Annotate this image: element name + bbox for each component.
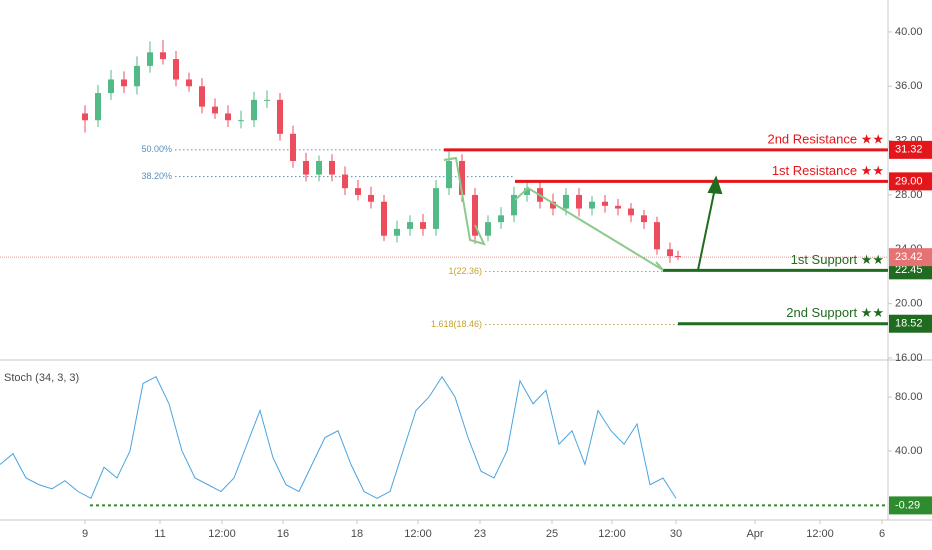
candle-body — [134, 65, 140, 87]
candle-body — [641, 215, 647, 223]
level-box — [889, 172, 932, 191]
candle-body — [675, 256, 681, 258]
y-tick-label: 80.00 — [895, 391, 923, 403]
candle-body — [485, 222, 491, 236]
candle-body — [563, 194, 569, 209]
arrow-head — [707, 175, 723, 195]
fib-label: 1(22.36) — [448, 266, 482, 276]
candle-body — [82, 113, 88, 121]
y-tick-label: 40.00 — [895, 26, 923, 38]
candle-body — [381, 201, 387, 236]
x-tick-label: 30 — [670, 528, 682, 540]
level-name: 1st Resistance ★★ — [772, 163, 884, 178]
candle-body — [342, 174, 348, 189]
level-label: 22.45 — [895, 264, 923, 276]
y-tick-label: 40.00 — [895, 445, 923, 457]
candle-body — [173, 59, 179, 80]
level-label: 31.32 — [895, 144, 923, 156]
x-tick-label: 11 — [154, 528, 165, 540]
y-tick-label: 36.00 — [895, 80, 923, 92]
candle-body — [394, 228, 400, 236]
candle-body — [628, 208, 634, 216]
pattern — [443, 156, 664, 271]
candle-body — [407, 222, 413, 229]
indicator-level-box — [889, 496, 932, 515]
candle-body — [446, 160, 452, 189]
x-tick-label: Apr — [746, 528, 763, 540]
x-tick-label: 12:00 — [598, 528, 626, 540]
candle-body — [277, 99, 283, 134]
indicator-level-label: -0.29 — [895, 499, 920, 511]
projection-arrow — [697, 175, 723, 271]
y-tick-label: 20.00 — [895, 298, 923, 310]
candle-body — [524, 188, 530, 195]
level-name: 2nd Resistance ★★ — [767, 131, 884, 146]
stoch-line — [0, 375, 677, 499]
x-tick-label: 23 — [474, 528, 486, 540]
candle-body — [121, 79, 127, 87]
candle-body — [589, 201, 595, 209]
candle-body — [433, 188, 439, 229]
candle-body — [667, 249, 673, 257]
x-tick-label: 18 — [351, 528, 363, 540]
candle-body — [160, 52, 166, 60]
level-box — [889, 314, 932, 333]
candle-body — [316, 160, 322, 175]
candle-body — [290, 133, 296, 161]
plot: 16.0020.0024.0028.0032.0036.0040.0050.00… — [0, 26, 932, 540]
candle-body — [238, 120, 244, 122]
candle-body — [95, 93, 101, 121]
candle-body — [186, 79, 192, 87]
candle-body — [329, 160, 335, 175]
candle-body — [472, 194, 478, 236]
candle-body — [147, 52, 153, 66]
x-tick-label: 9 — [82, 528, 88, 540]
y-tick-label: 28.00 — [895, 189, 923, 201]
candle-body — [654, 222, 660, 250]
x-tick-label: 16 — [277, 528, 289, 540]
level-name: 2nd Support ★★ — [786, 305, 884, 320]
candle-body — [550, 201, 556, 209]
candle-body — [264, 99, 270, 101]
candle-body — [212, 106, 218, 114]
candle-body — [199, 86, 205, 107]
fib-label: 1.618(18.46) — [431, 319, 482, 329]
x-tick-label: 25 — [546, 528, 558, 540]
candle-body — [576, 194, 582, 209]
pattern-leg — [514, 186, 664, 271]
candle-body — [108, 79, 114, 94]
last-price-label: 23.42 — [895, 251, 923, 263]
candle-body — [615, 205, 621, 209]
x-tick-label: 12:00 — [208, 528, 236, 540]
candle-body — [420, 222, 426, 229]
candle-body — [368, 194, 374, 202]
candle-body — [459, 160, 465, 195]
pattern-leg — [443, 157, 457, 161]
candle-body — [251, 99, 257, 121]
fib-label: 50.00% — [141, 144, 172, 154]
x-tick-label: 6 — [879, 528, 885, 540]
y-tick-label: 16.00 — [895, 352, 923, 364]
level-box — [889, 140, 932, 159]
last-price-box — [889, 248, 932, 267]
x-tick-label: 12:00 — [404, 528, 432, 540]
candle-body — [303, 160, 309, 175]
level-label: 18.52 — [895, 318, 923, 330]
indicator-title: Stoch (34, 3, 3) — [4, 372, 79, 384]
candle-body — [511, 194, 517, 216]
level-label: 29.00 — [895, 175, 923, 187]
candle-body — [355, 188, 361, 195]
candle-body — [225, 113, 231, 121]
arrow-shaft — [697, 187, 716, 271]
candle-body — [498, 215, 504, 223]
x-tick-label: 12:00 — [806, 528, 834, 540]
candle-body — [602, 201, 608, 206]
level-name: 1st Support ★★ — [791, 252, 884, 267]
fib-label: 38.20% — [141, 171, 172, 181]
